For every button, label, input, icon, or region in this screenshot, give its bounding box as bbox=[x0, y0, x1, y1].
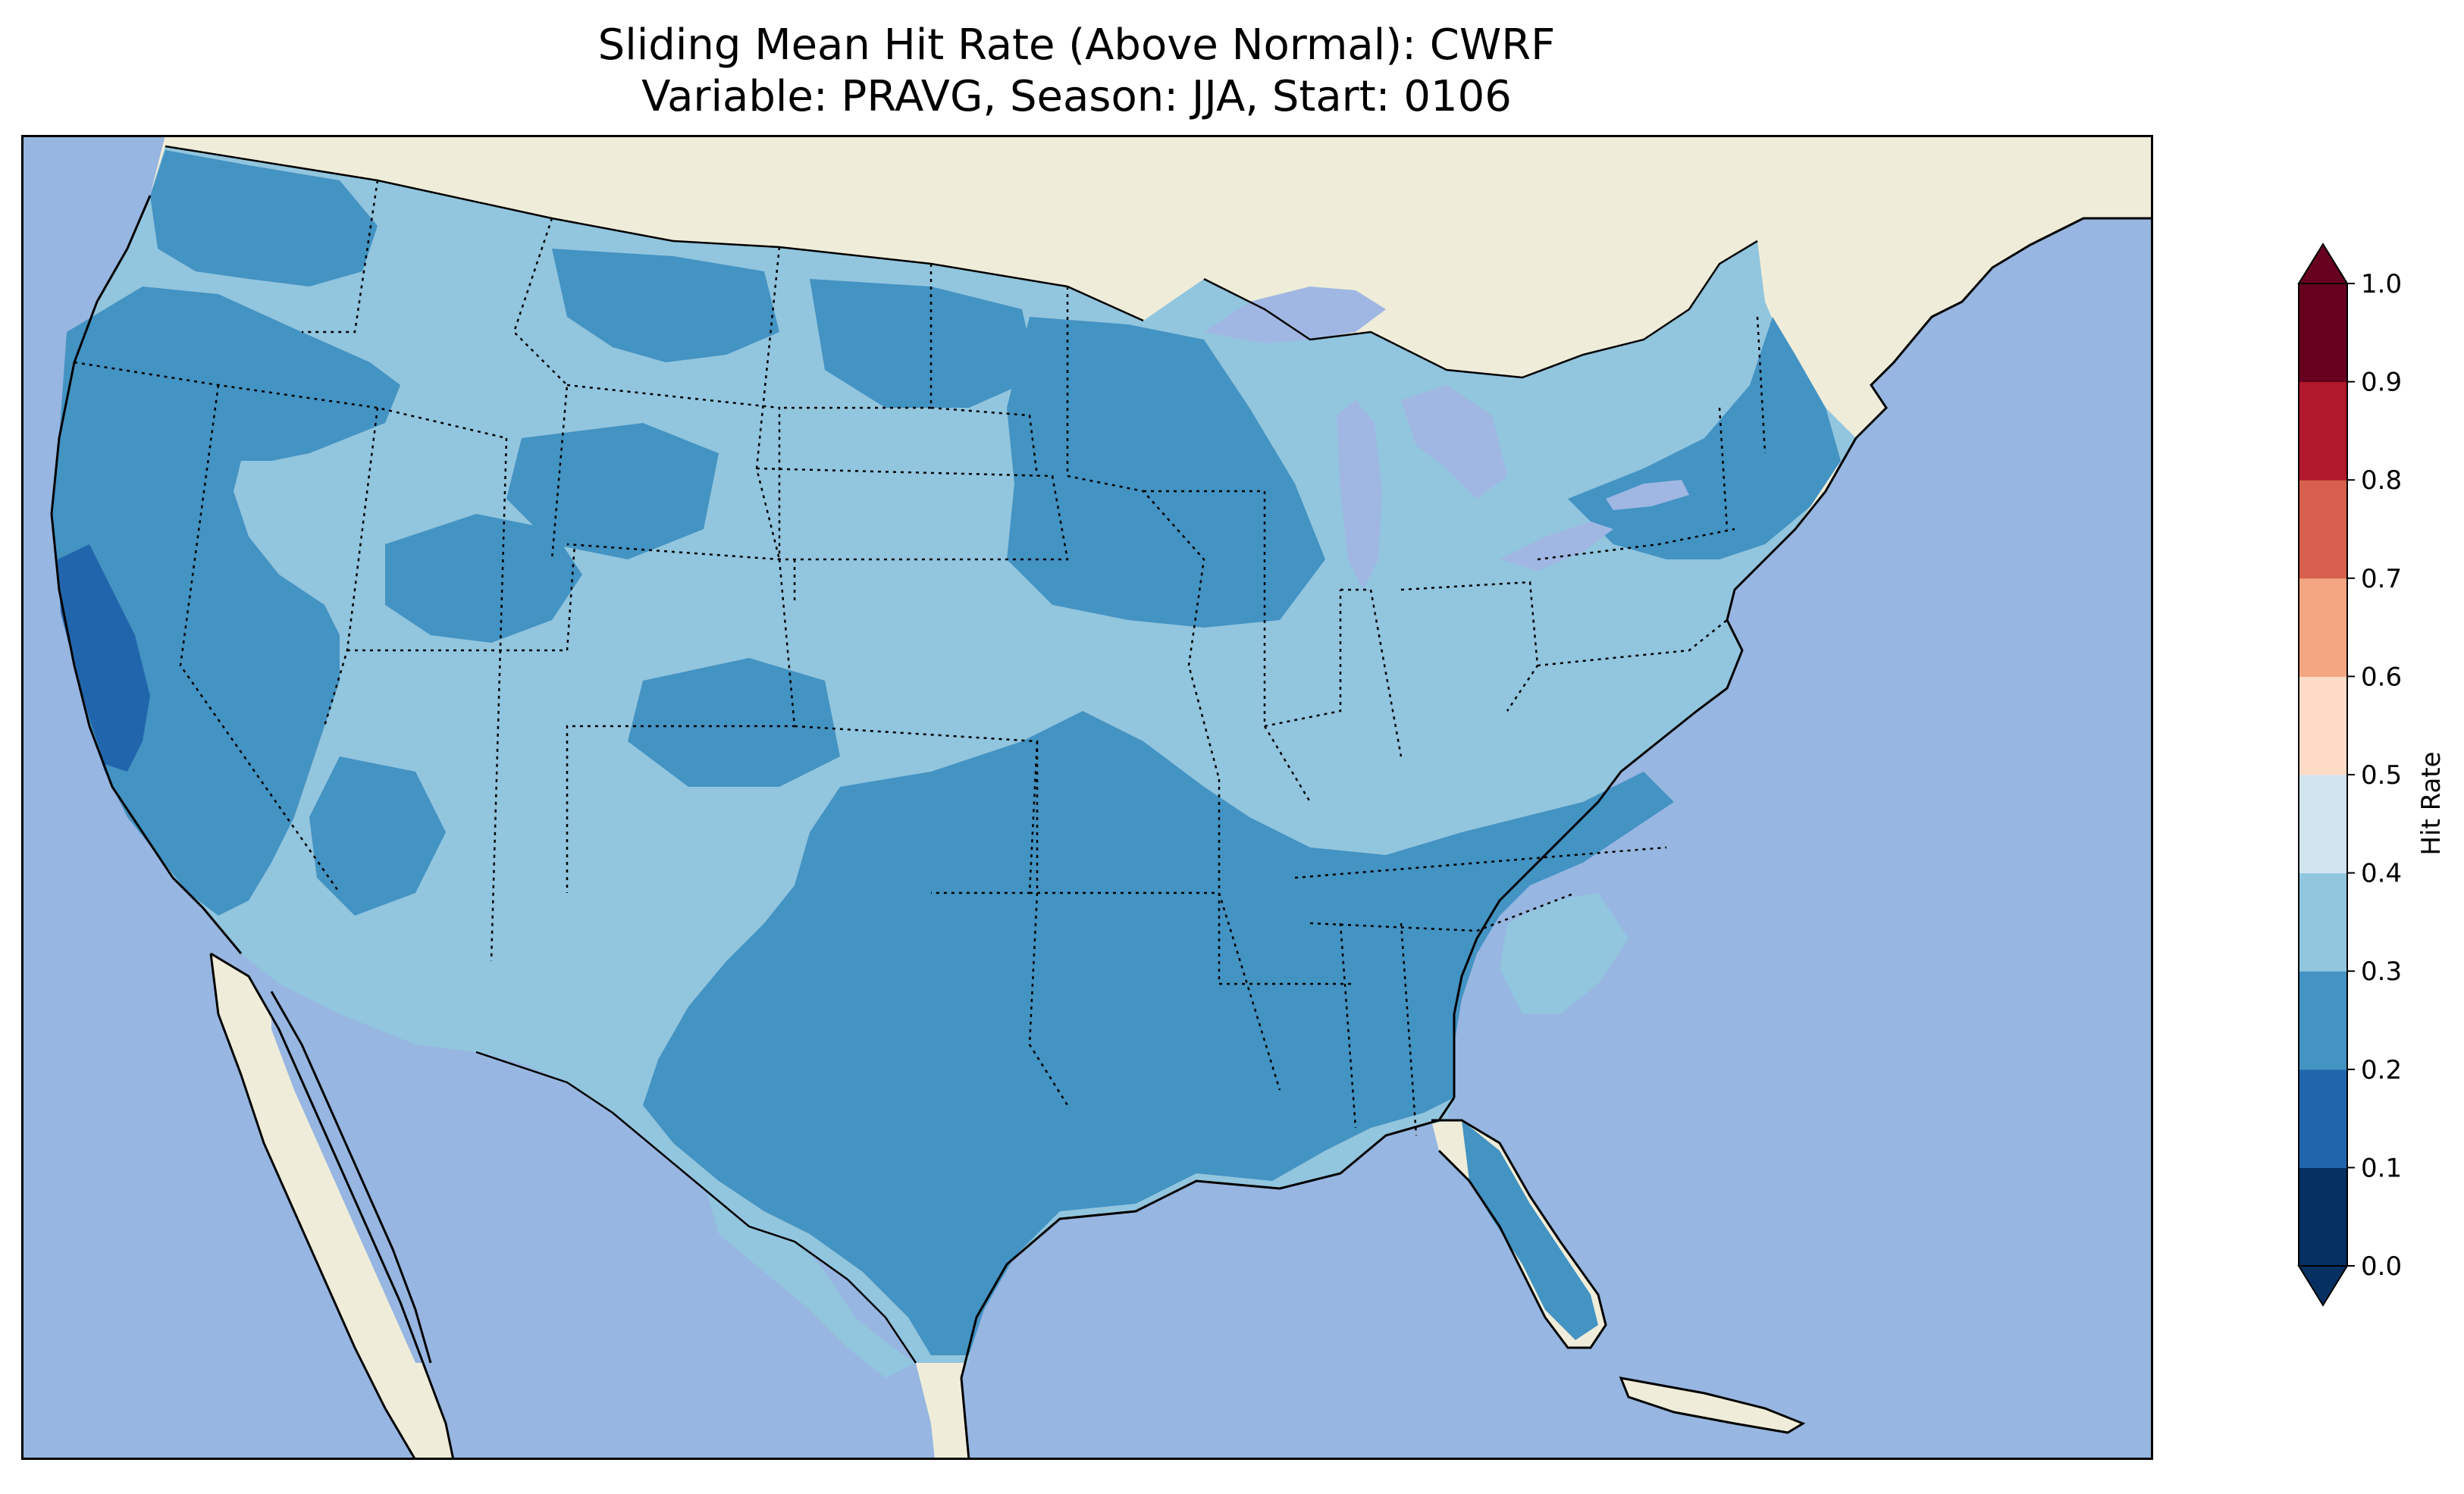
colorbar-tick-label: 0.7 bbox=[2361, 564, 2402, 594]
coastline bbox=[50, 195, 2153, 1460]
field-bin-0.3-0.4 bbox=[1500, 893, 1629, 1014]
colorbar-tick-label: 1.0 bbox=[2361, 269, 2402, 299]
colorbar-tick-label: 0.3 bbox=[2361, 957, 2402, 987]
colorbar-tick-label: 0.4 bbox=[2361, 859, 2402, 889]
colorbar-tick-label: 0.9 bbox=[2361, 368, 2402, 398]
country-borders bbox=[165, 145, 1758, 1364]
great-lakes bbox=[1204, 287, 1689, 590]
colorbar-tick-label: 0.1 bbox=[2361, 1153, 2402, 1183]
field-bin-0.2-0.3 bbox=[385, 514, 582, 643]
colorbar-label: Hit Rate bbox=[2416, 751, 2447, 855]
colorbar-bin-0-0.1 bbox=[2299, 1167, 2347, 1267]
lake-superior bbox=[1204, 287, 1386, 343]
colorbar-tick-label: 0.5 bbox=[2361, 760, 2402, 791]
lake-michigan bbox=[1337, 400, 1382, 590]
colorbar-bin-0.2-0.3 bbox=[2299, 971, 2347, 1070]
colorbar-extend-max-triangle bbox=[2297, 243, 2349, 284]
colorbar-tick-label: 0.2 bbox=[2361, 1055, 2402, 1085]
field-bin-0.2-0.3 bbox=[552, 249, 779, 362]
field-bin-0.2-0.3 bbox=[506, 423, 719, 559]
field-bin-0.2-0.3 bbox=[1462, 1120, 1598, 1340]
conus-map bbox=[21, 135, 2153, 1460]
colorbar-svg: 0.0 0.1 0.2 0.3 0.4 0.5 0.6 0.7 0.8 0.9 1.0 Hit Ra… bbox=[2297, 243, 2447, 1307]
hit-rate-field bbox=[52, 146, 1856, 1378]
colorbar-bin-0.8-0.9 bbox=[2299, 381, 2347, 481]
colorbar-bin-0.5-0.6 bbox=[2299, 676, 2347, 775]
map-panel bbox=[21, 135, 2153, 1460]
lake-ontario bbox=[1606, 480, 1689, 510]
colorbar-bin-0.4-0.5 bbox=[2299, 775, 2347, 874]
colorbar-bin-0.1-0.2 bbox=[2299, 1069, 2347, 1168]
colorbar-tick-label: 0.0 bbox=[2361, 1251, 2402, 1282]
field-bin-0.2-0.3 bbox=[1007, 317, 1325, 628]
colorbar-bin-0.7-0.8 bbox=[2299, 480, 2347, 579]
colorbar-bin-0.6-0.7 bbox=[2299, 578, 2347, 677]
cuba-island bbox=[1621, 1378, 1803, 1433]
field-bin-0.2-0.3 bbox=[150, 150, 378, 287]
colorbar-tick-label: 0.6 bbox=[2361, 662, 2402, 692]
map-frame bbox=[21, 135, 2153, 1460]
lake-huron bbox=[1401, 385, 1507, 499]
colorbar-extend-min-triangle bbox=[2297, 1265, 2349, 1307]
lake-erie bbox=[1500, 521, 1613, 571]
baja-peninsula bbox=[211, 954, 453, 1460]
field-bin-0.2-0.3 bbox=[52, 287, 400, 916]
map-title-line-2: Variable: PRAVG, Season: JJA, Start: 010… bbox=[641, 72, 1512, 121]
field-bin-0.2-0.3 bbox=[628, 658, 840, 787]
colorbar: 0.0 0.1 0.2 0.3 0.4 0.5 0.6 0.7 0.8 0.9 1.0 Hit Ra… bbox=[2274, 235, 2456, 1372]
state-boundaries bbox=[74, 180, 1766, 1136]
gulf-of-california bbox=[271, 991, 431, 1363]
field-bin-0.2-0.3 bbox=[810, 279, 1037, 408]
field-bin-0.2-0.3 bbox=[643, 711, 1674, 1355]
map-title-line-1: Sliding Mean Hit Rate (Above Normal): CW… bbox=[597, 20, 1556, 70]
colorbar-tick-label: 0.8 bbox=[2361, 465, 2402, 496]
colorbar-bin-0.9-1 bbox=[2299, 283, 2347, 383]
field-bin-0.2-0.3 bbox=[309, 756, 446, 916]
field-bin-0.1-0.2 bbox=[58, 544, 150, 772]
field-bin-0.3-0.4 bbox=[704, 1181, 916, 1378]
colorbar-bin-0.3-0.4 bbox=[2299, 872, 2347, 972]
